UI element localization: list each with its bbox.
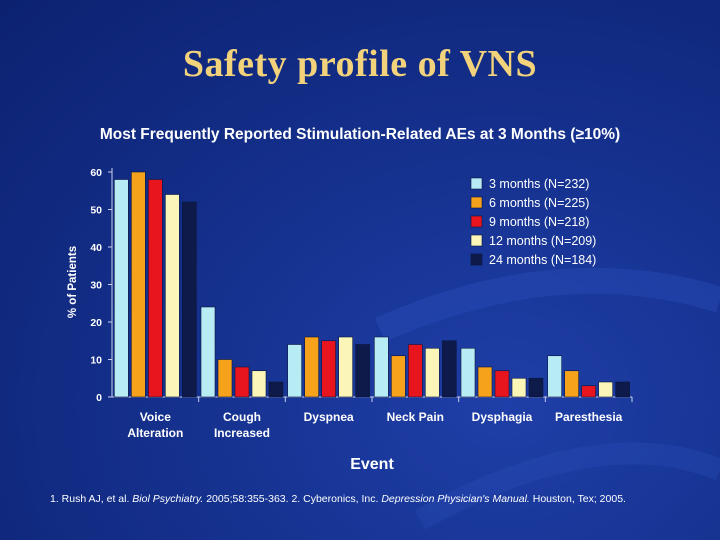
bar	[425, 347, 440, 398]
legend-label: 12 months (N=209)	[489, 234, 596, 248]
bar	[217, 359, 233, 398]
bar	[182, 201, 197, 398]
bar	[564, 370, 579, 398]
bar	[547, 355, 562, 398]
x-tick-label: Paresthesia	[555, 410, 623, 424]
reference-journal: Biol Psychiatry.	[132, 493, 204, 505]
bar	[200, 306, 216, 398]
bar	[477, 366, 493, 398]
bar	[304, 336, 319, 398]
bar	[391, 355, 406, 398]
legend-label: 9 months (N=218)	[489, 215, 589, 229]
legend-swatch	[470, 196, 483, 209]
bar	[494, 370, 510, 398]
x-tick-label: Dysphagia	[472, 410, 533, 424]
x-axis-label: Event	[350, 456, 394, 473]
y-tick-label: 0	[96, 392, 102, 404]
bar	[287, 344, 302, 398]
bar	[321, 340, 336, 398]
reference-part3: Houston, Tex; 2005.	[529, 493, 626, 505]
y-tick-label: 20	[90, 317, 102, 329]
bar	[268, 381, 284, 398]
bar	[598, 381, 613, 398]
y-axis-label: % of Patients	[67, 246, 79, 318]
bar	[165, 194, 180, 398]
x-tick-label: Dyspnea	[304, 410, 354, 424]
reference-part1: 1. Rush AJ, et al.	[50, 493, 133, 505]
legend-swatch	[470, 253, 483, 266]
bar	[338, 336, 353, 398]
bar	[581, 385, 596, 398]
x-tick-label: Cough	[223, 410, 261, 424]
slide-title: Safety profile of VNS	[182, 43, 538, 85]
y-tick-label: 30	[90, 280, 102, 292]
legend-swatch	[470, 177, 483, 190]
legend-swatch	[470, 234, 483, 247]
x-tick-label: Alteration	[127, 426, 183, 440]
bar	[511, 377, 527, 398]
y-tick-label: 40	[90, 242, 102, 254]
x-tick-label: Neck Pain	[387, 410, 444, 424]
legend-label: 24 months (N=184)	[489, 253, 596, 267]
legend-swatch	[470, 215, 483, 228]
bar	[251, 370, 267, 398]
y-tick-label: 10	[90, 355, 102, 367]
bar	[460, 347, 476, 398]
bar	[148, 179, 163, 398]
bar	[374, 336, 389, 398]
bar	[408, 344, 423, 398]
bar	[131, 171, 146, 398]
y-tick-label: 50	[90, 205, 102, 217]
reference-text: 1. Rush AJ, et al. Biol Psychiatry. 2005…	[50, 492, 690, 506]
x-tick-label: Voice	[140, 410, 171, 424]
bar	[442, 340, 457, 398]
bar	[355, 344, 370, 398]
legend-label: 6 months (N=225)	[489, 196, 589, 210]
x-tick-label: Increased	[214, 426, 270, 440]
bar	[234, 366, 250, 398]
bar	[114, 179, 129, 398]
bar	[615, 381, 630, 398]
legend-label: 3 months (N=232)	[489, 177, 589, 191]
reference-part2: 2005;58:355-363. 2. Cyberonics, Inc.	[203, 493, 382, 505]
reference-manual: Depression Physician's Manual.	[381, 493, 530, 505]
chart-subtitle: Most Frequently Reported Stimulation-Rel…	[99, 126, 621, 143]
y-tick-label: 60	[90, 167, 102, 179]
bar	[528, 377, 544, 398]
